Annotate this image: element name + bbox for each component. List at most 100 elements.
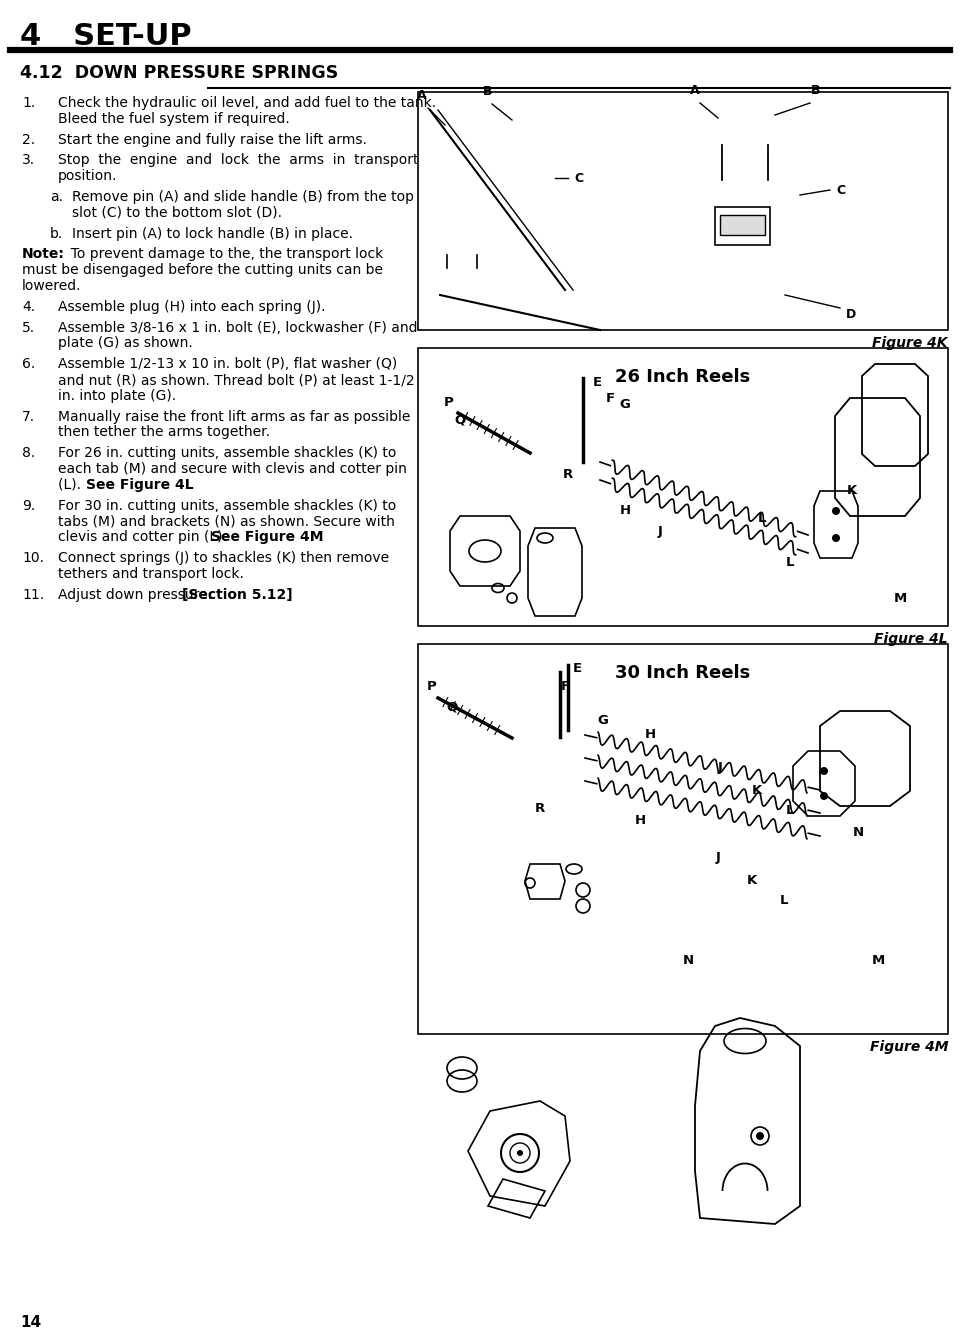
Text: J: J [658,525,662,538]
Text: K: K [847,484,857,497]
Text: Bleed the fuel system if required.: Bleed the fuel system if required. [58,112,290,126]
Text: Figure 4K: Figure 4K [873,335,948,350]
Text: Assemble 3/8-16 x 1 in. bolt (E), lockwasher (F) and: Assemble 3/8-16 x 1 in. bolt (E), lockwa… [58,321,418,334]
Ellipse shape [820,792,828,800]
Text: Remove pin (A) and slide handle (B) from the top: Remove pin (A) and slide handle (B) from… [72,190,414,204]
Text: For 26 in. cutting units, assemble shackles (K) to: For 26 in. cutting units, assemble shack… [58,446,396,460]
Text: F: F [561,680,569,692]
Text: 2.: 2. [22,132,36,147]
Text: clevis and cotter pin (L).: clevis and cotter pin (L). [58,530,231,544]
Text: each tab (M) and secure with clevis and cotter pin: each tab (M) and secure with clevis and … [58,462,407,476]
Text: position.: position. [58,170,117,183]
Text: A: A [418,90,427,102]
Text: lowered.: lowered. [22,279,82,293]
Text: See Figure 4L: See Figure 4L [86,478,194,492]
Text: L: L [785,556,794,569]
Text: J: J [715,851,720,864]
Text: M: M [872,954,884,966]
Text: B: B [811,84,821,98]
Text: Assemble plug (H) into each spring (J).: Assemble plug (H) into each spring (J). [58,299,325,314]
Text: H: H [619,504,631,517]
Ellipse shape [517,1150,523,1156]
Text: Q: Q [454,414,466,426]
Text: N: N [683,954,693,966]
Text: G: G [597,713,609,727]
Bar [720,215,765,235]
Text: Manually raise the front lift arms as far as possible: Manually raise the front lift arms as fa… [58,410,410,424]
Text: Stop  the  engine  and  lock  the  arms  in  transport: Stop the engine and lock the arms in tra… [58,154,419,167]
Text: H: H [635,814,645,827]
Text: 5.: 5. [22,321,36,334]
Text: Connect springs (J) to shackles (K) then remove: Connect springs (J) to shackles (K) then… [58,550,389,565]
Text: M: M [894,592,906,604]
Text: To prevent damage to the, the transport lock: To prevent damage to the, the transport … [62,247,383,262]
Text: 26 Inch Reels: 26 Inch Reels [615,367,751,386]
Text: Assemble 1/2-13 x 10 in. bolt (P), flat washer (Q): Assemble 1/2-13 x 10 in. bolt (P), flat … [58,357,397,371]
Text: 11.: 11. [22,588,44,601]
Text: slot (C) to the bottom slot (D).: slot (C) to the bottom slot (D). [72,206,282,220]
Text: For 30 in. cutting units, assemble shackles (K) to: For 30 in. cutting units, assemble shack… [58,498,396,513]
Text: G: G [619,398,631,411]
Text: Figure 4L: Figure 4L [875,632,948,647]
Text: L: L [785,803,794,816]
Text: Insert pin (A) to lock handle (B) in place.: Insert pin (A) to lock handle (B) in pla… [72,227,353,240]
Ellipse shape [820,767,828,775]
Text: 6.: 6. [22,357,36,371]
Text: tethers and transport lock.: tethers and transport lock. [58,566,244,581]
Text: D: D [846,307,856,321]
Text: b.: b. [50,227,63,240]
Text: Q: Q [446,700,458,713]
Text: 1.: 1. [22,96,36,110]
Text: K: K [752,783,762,796]
Text: F: F [606,391,614,405]
Text: L: L [757,512,766,525]
Text: tabs (M) and brackets (N) as shown. Secure with: tabs (M) and brackets (N) as shown. Secu… [58,514,395,529]
Text: K: K [747,874,757,887]
Text: [Section 5.12]: [Section 5.12] [182,588,293,601]
Text: Start the engine and fully raise the lift arms.: Start the engine and fully raise the lif… [58,132,367,147]
Text: L: L [780,894,788,907]
Text: Note:: Note: [22,247,65,262]
Text: 8.: 8. [22,446,36,460]
Text: B: B [483,86,492,98]
Text: must be disengaged before the cutting units can be: must be disengaged before the cutting un… [22,263,383,277]
Text: (L).: (L). [58,478,85,492]
Text: 10.: 10. [22,550,44,565]
Text: R: R [535,802,545,815]
Text: Figure 4M: Figure 4M [870,1039,948,1054]
Bar [418,644,948,1034]
Text: Check the hydraulic oil level, and add fuel to the tank.: Check the hydraulic oil level, and add f… [58,96,436,110]
Text: Adjust down pressure.: Adjust down pressure. [58,588,216,601]
Text: then tether the arms together.: then tether the arms together. [58,425,270,440]
Text: P: P [444,395,454,409]
Text: 14: 14 [20,1315,41,1331]
Text: in. into plate (G).: in. into plate (G). [58,389,176,402]
Text: R: R [563,469,573,481]
Ellipse shape [832,534,840,542]
Bar [418,92,948,330]
Text: plate (G) as shown.: plate (G) as shown. [58,337,193,350]
Text: H: H [644,728,656,741]
Text: 4   SET-UP: 4 SET-UP [20,21,192,51]
Text: C: C [574,171,583,184]
Text: 30 Inch Reels: 30 Inch Reels [615,664,751,681]
Text: J: J [717,762,723,775]
Ellipse shape [832,506,840,514]
Text: 3.: 3. [22,154,36,167]
Text: and nut (R) as shown. Thread bolt (P) at least 1-1/2: and nut (R) as shown. Thread bolt (P) at… [58,373,415,387]
Text: N: N [852,826,864,839]
Text: E: E [592,375,602,389]
Text: P: P [427,680,437,693]
Bar [715,207,770,244]
Bar [418,347,948,627]
Ellipse shape [756,1132,764,1140]
Text: See Figure 4M: See Figure 4M [210,530,324,544]
Text: 7.: 7. [22,410,36,424]
Text: 9.: 9. [22,498,36,513]
Text: A: A [690,84,700,98]
Text: a.: a. [50,190,63,204]
Text: 4.12  DOWN PRESSURE SPRINGS: 4.12 DOWN PRESSURE SPRINGS [20,64,338,81]
Text: 4.: 4. [22,299,36,314]
Text: C: C [836,183,845,196]
Text: E: E [572,663,582,676]
